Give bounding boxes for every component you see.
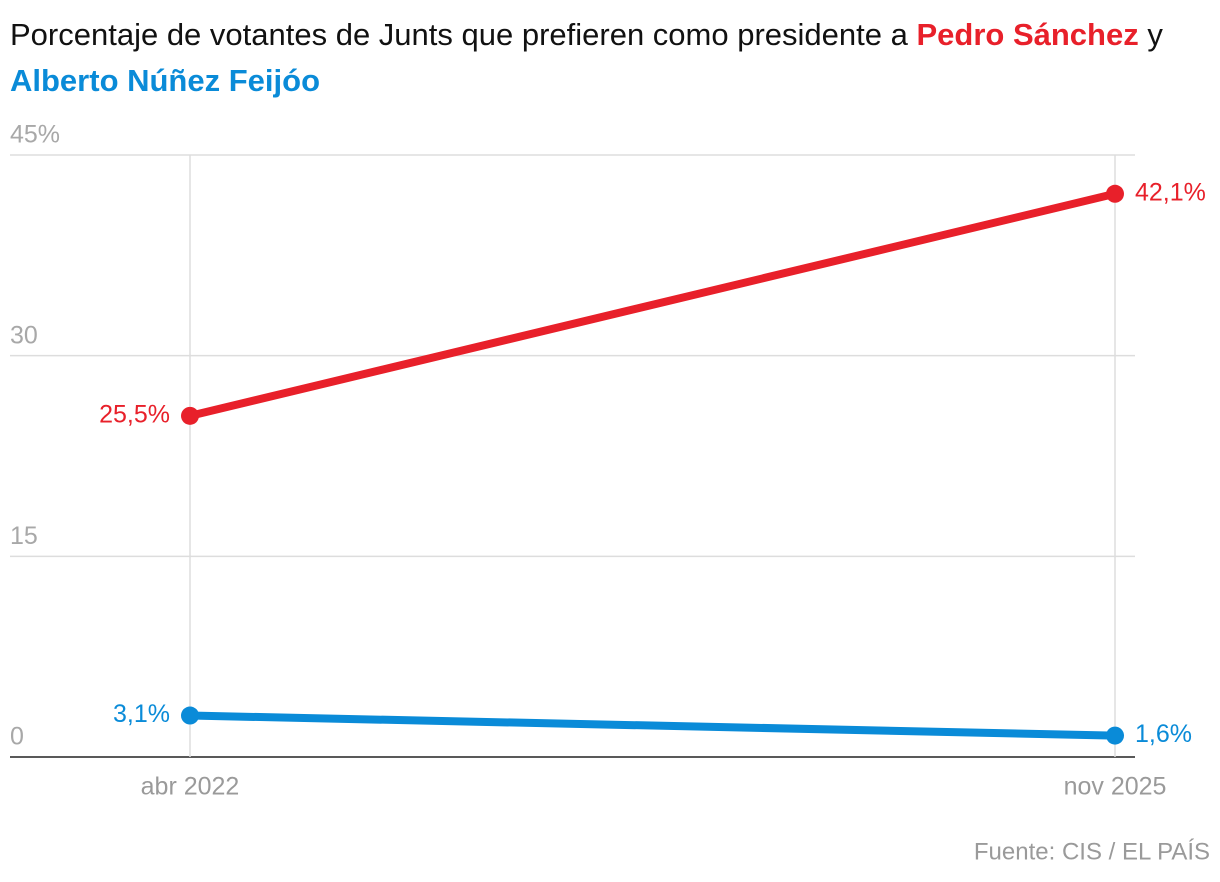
value-label: 25,5% <box>99 400 170 428</box>
x-tick-label: nov 2025 <box>1064 773 1167 801</box>
title-series-name: Alberto Núñez Feijóo <box>10 63 320 98</box>
x-tick-label: abr 2022 <box>141 773 240 801</box>
source: Fuente: CIS / EL PAÍS <box>974 838 1210 865</box>
point <box>1106 726 1124 745</box>
value-label: 3,1% <box>113 700 170 728</box>
point <box>181 706 199 725</box>
y-tick-label: 30 <box>10 321 38 349</box>
series-line <box>186 189 1119 420</box>
chart-title: Porcentaje de votantes de Junts que pref… <box>10 12 1200 104</box>
title-series-name: Pedro Sánchez <box>916 17 1139 52</box>
point <box>181 406 199 425</box>
y-tick-label: 15 <box>10 522 38 550</box>
y-tick-label: 45% <box>10 121 60 149</box>
value-label: 1,6% <box>1135 720 1192 748</box>
title-text: Porcentaje de votantes de Junts que pref… <box>10 17 908 52</box>
point <box>1106 184 1124 203</box>
y-tick-label: 0 <box>10 723 24 751</box>
title-text: y <box>1147 17 1163 52</box>
series-line <box>186 711 1119 740</box>
value-label: 42,1% <box>1135 178 1206 206</box>
